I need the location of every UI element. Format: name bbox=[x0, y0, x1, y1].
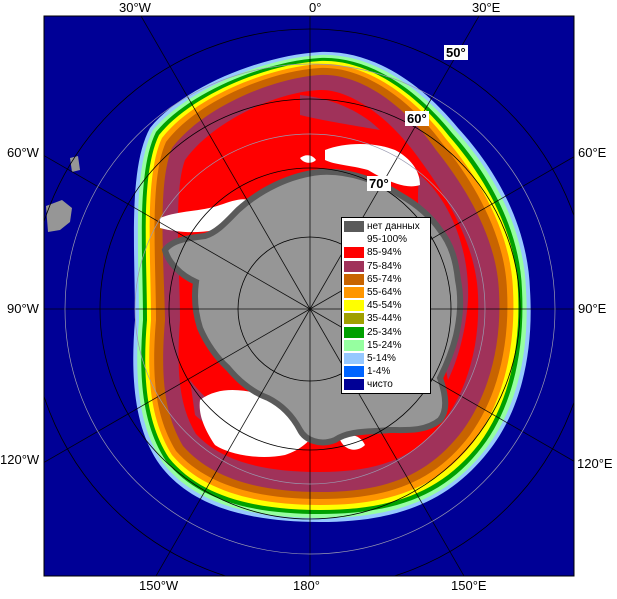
lat-label-50: 50° bbox=[444, 45, 468, 60]
map-border bbox=[43, 15, 575, 577]
legend-row: чисто bbox=[344, 378, 428, 391]
lon-label-180-bottom: 180° bbox=[293, 578, 320, 593]
lon-label-0-top: 0° bbox=[309, 0, 322, 15]
no-data-edge bbox=[161, 168, 464, 446]
legend-label: 95-100% bbox=[367, 234, 408, 246]
lat-label-70: 70° bbox=[367, 176, 391, 191]
south-america-land bbox=[46, 200, 72, 232]
legend-label: 35-44% bbox=[367, 313, 402, 325]
lon-label-150e-bottom: 150°E bbox=[451, 578, 487, 593]
lon-label-60e-right: 60°E bbox=[578, 145, 607, 160]
legend-label: 65-74% bbox=[367, 273, 402, 285]
legend-label: 1-4% bbox=[367, 366, 391, 378]
legend-row: 15-24% bbox=[344, 339, 428, 352]
lon-label-150w-bottom: 150°W bbox=[139, 578, 179, 593]
lon-label-120w-left: 120°W bbox=[0, 452, 40, 467]
legend-label: нет данных bbox=[367, 221, 420, 233]
lon-label-90e-right: 90°E bbox=[578, 301, 607, 316]
legend-swatch bbox=[344, 379, 364, 391]
legend-swatch bbox=[344, 313, 364, 325]
lon-label-60w-left: 60°W bbox=[7, 145, 39, 160]
legend-label: 15-24% bbox=[367, 339, 402, 351]
ice-patch-white bbox=[300, 155, 316, 163]
lon-label-120e-right: 120°E bbox=[577, 456, 613, 471]
ice-patch-white bbox=[340, 435, 365, 450]
lat-label-60: 60° bbox=[405, 111, 429, 126]
legend-label: 5-14% bbox=[367, 352, 396, 364]
ice-patch-purple bbox=[300, 95, 380, 130]
legend-label: 85-94% bbox=[367, 247, 402, 259]
graticule-parallels-faint bbox=[64, 63, 556, 555]
lon-label-30w-top: 30°W bbox=[119, 0, 151, 15]
legend-row: 5-14% bbox=[344, 352, 428, 365]
legend-swatch bbox=[344, 260, 364, 272]
lon-label-90w-left: 90°W bbox=[7, 301, 39, 316]
legend-row: 35-44% bbox=[344, 312, 428, 325]
legend-row: нет данных bbox=[344, 220, 428, 233]
legend-row: 85-94% bbox=[344, 246, 428, 259]
legend-swatch bbox=[344, 287, 364, 299]
legend-row: 55-64% bbox=[344, 286, 428, 299]
legend-swatch bbox=[344, 352, 364, 364]
legend-swatch bbox=[344, 300, 364, 312]
legend-row: 45-54% bbox=[344, 299, 428, 312]
ice-patch-white bbox=[325, 144, 420, 187]
legend-label: чисто bbox=[367, 379, 393, 391]
legend-label: 55-64% bbox=[367, 287, 402, 299]
concentration-legend: нет данных 95-100% 85-94% 75-84% 65-74% … bbox=[341, 217, 431, 395]
legend-label: 75-84% bbox=[367, 260, 402, 272]
legend-swatch bbox=[344, 234, 364, 246]
legend-row: 75-84% bbox=[344, 260, 428, 273]
legend-row: 1-4% bbox=[344, 365, 428, 378]
legend-swatch bbox=[344, 366, 364, 378]
legend-label: 25-34% bbox=[367, 326, 402, 338]
legend-swatch bbox=[344, 326, 364, 338]
legend-swatch bbox=[344, 247, 364, 259]
legend-label: 45-54% bbox=[367, 300, 402, 312]
legend-swatch bbox=[344, 273, 364, 285]
lon-label-30e-top: 30°E bbox=[472, 0, 501, 15]
legend-swatch bbox=[344, 221, 364, 233]
legend-swatch bbox=[344, 339, 364, 351]
legend-row: 65-74% bbox=[344, 273, 428, 286]
legend-row: 25-34% bbox=[344, 326, 428, 339]
legend-row: 95-100% bbox=[344, 233, 428, 246]
